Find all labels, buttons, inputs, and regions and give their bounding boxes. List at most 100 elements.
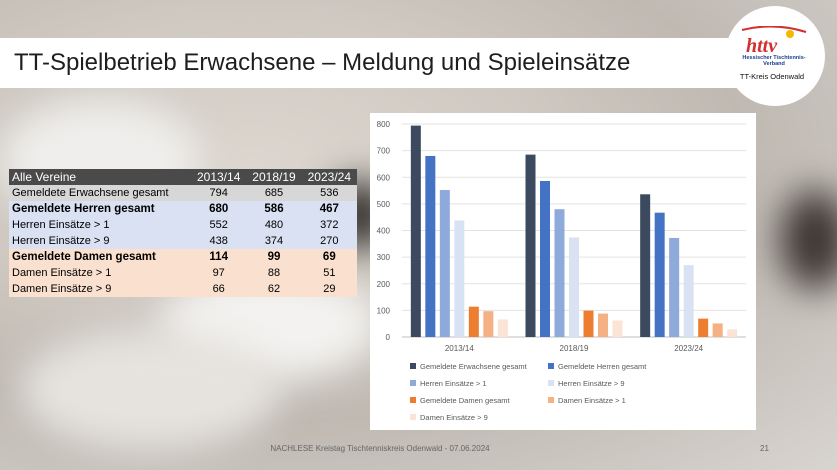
cell: 552: [191, 217, 247, 233]
stats-table: Alle Vereine 2013/14 2018/19 2023/24 Gem…: [9, 169, 357, 297]
cell: 99: [246, 249, 302, 265]
page-number: 21: [760, 444, 769, 453]
bar: [712, 323, 723, 337]
row-label: Gemeldete Damen gesamt: [9, 249, 192, 265]
y-tick-label: 700: [377, 147, 391, 156]
cell: 586: [246, 201, 302, 217]
bar: [439, 190, 450, 337]
legend-label: Herren Einsätze > 1: [420, 379, 487, 388]
legend-swatch: [548, 380, 554, 386]
table-header: Alle Vereine: [9, 169, 192, 185]
legend-swatch: [410, 397, 416, 403]
legend-label: Gemeldete Erwachsene gesamt: [420, 362, 528, 371]
bar: [410, 125, 421, 337]
cell: 372: [301, 217, 357, 233]
table-header: 2013/14: [191, 169, 247, 185]
bar: [727, 329, 738, 337]
table-row: Herren Einsätze > 9 438 374 270: [9, 233, 357, 249]
logo-subtitle: Hessischer Tischtennis-Verband: [742, 55, 806, 67]
cell: 62: [246, 281, 302, 297]
cell: 114: [191, 249, 247, 265]
legend-label: Herren Einsätze > 9: [558, 379, 625, 388]
table-row: Herren Einsätze > 1 552 480 372: [9, 217, 357, 233]
y-tick-label: 800: [377, 120, 391, 129]
legend-swatch: [410, 363, 416, 369]
table-row: Damen Einsätze > 1 97 88 51: [9, 265, 357, 281]
bar: [483, 311, 494, 337]
cell: 51: [301, 265, 357, 281]
legend-label: Damen Einsätze > 1: [558, 396, 626, 405]
legend-label: Damen Einsätze > 9: [420, 413, 488, 422]
x-tick-label: 2013/14: [445, 344, 474, 353]
cell: 480: [246, 217, 302, 233]
y-tick-label: 600: [377, 173, 391, 182]
x-tick-label: 2023/24: [674, 344, 703, 353]
table-row: Gemeldete Damen gesamt 114 99 69: [9, 249, 357, 265]
cell: 438: [191, 233, 247, 249]
bar: [583, 310, 594, 337]
cell: 29: [301, 281, 357, 297]
cell: 270: [301, 233, 357, 249]
cell: 685: [246, 185, 302, 201]
table-header-row: Alle Vereine 2013/14 2018/19 2023/24: [9, 169, 357, 185]
background-blur: [20, 330, 280, 450]
row-label: Gemeldete Herren gesamt: [9, 201, 192, 217]
cell: 467: [301, 201, 357, 217]
row-label: Herren Einsätze > 9: [9, 233, 192, 249]
legend-label: Gemeldete Damen gesamt: [420, 396, 511, 405]
row-label: Damen Einsätze > 1: [9, 265, 192, 281]
cell: 794: [191, 185, 247, 201]
y-tick-label: 300: [377, 253, 391, 262]
bar: [425, 155, 436, 337]
legend-label: Gemeldete Herren gesamt: [558, 362, 647, 371]
title-bar: [0, 38, 800, 88]
cell: 88: [246, 265, 302, 281]
bar: [454, 220, 465, 337]
legend-swatch: [548, 397, 554, 403]
cell: 374: [246, 233, 302, 249]
footer-text: NACHLESE Kreistag Tischtenniskreis Odenw…: [270, 444, 490, 453]
table-header: 2023/24: [301, 169, 357, 185]
httv-logo: httv: [740, 25, 808, 61]
bar: [525, 154, 536, 337]
cell: 97: [191, 265, 247, 281]
background-blur: [780, 190, 837, 290]
page-title: TT-Spielbetrieb Erwachsene – Meldung und…: [14, 49, 631, 76]
bar: [612, 320, 623, 337]
y-tick-label: 400: [377, 227, 391, 236]
bar-chart: 0 100 200 300 400 500 600 700 800 2013/14 2018/19 2…: [377, 120, 746, 422]
logo: [725, 6, 825, 106]
logo-kreis: TT-Kreis Odenwald: [739, 72, 805, 81]
bar: [468, 306, 479, 337]
bar: [554, 209, 565, 337]
bar: [654, 212, 665, 337]
y-tick-label: 100: [377, 306, 391, 315]
bar: [598, 313, 608, 337]
legend-swatch: [410, 380, 416, 386]
y-tick-label: 200: [377, 280, 391, 289]
row-label: Herren Einsätze > 1: [9, 217, 192, 233]
y-tick-label: 0: [386, 333, 391, 342]
bar: [540, 180, 550, 337]
cell: 536: [301, 185, 357, 201]
logo-mark-text: httv: [746, 35, 778, 56]
bar: [683, 265, 694, 337]
cell: 680: [191, 201, 247, 217]
table-row: Damen Einsätze > 9 66 62 29: [9, 281, 357, 297]
legend-swatch: [410, 414, 416, 420]
bar: [698, 318, 709, 337]
table-row: Gemeldete Erwachsene gesamt 794 685 536: [9, 185, 357, 201]
bar: [669, 237, 680, 337]
row-label: Damen Einsätze > 9: [9, 281, 192, 297]
bar: [640, 194, 651, 337]
table-header: 2018/19: [246, 169, 302, 185]
bar: [569, 237, 579, 337]
cell: 69: [301, 249, 357, 265]
bar: [497, 319, 508, 337]
table-row: Gemeldete Herren gesamt 680 586 467: [9, 201, 357, 217]
legend-swatch: [548, 363, 554, 369]
chart-container: 0 100 200 300 400 500 600 700 800 2013/14 2018/19 2…: [370, 113, 756, 430]
cell: 66: [191, 281, 247, 297]
row-label: Gemeldete Erwachsene gesamt: [9, 185, 192, 201]
y-tick-label: 500: [377, 200, 391, 209]
